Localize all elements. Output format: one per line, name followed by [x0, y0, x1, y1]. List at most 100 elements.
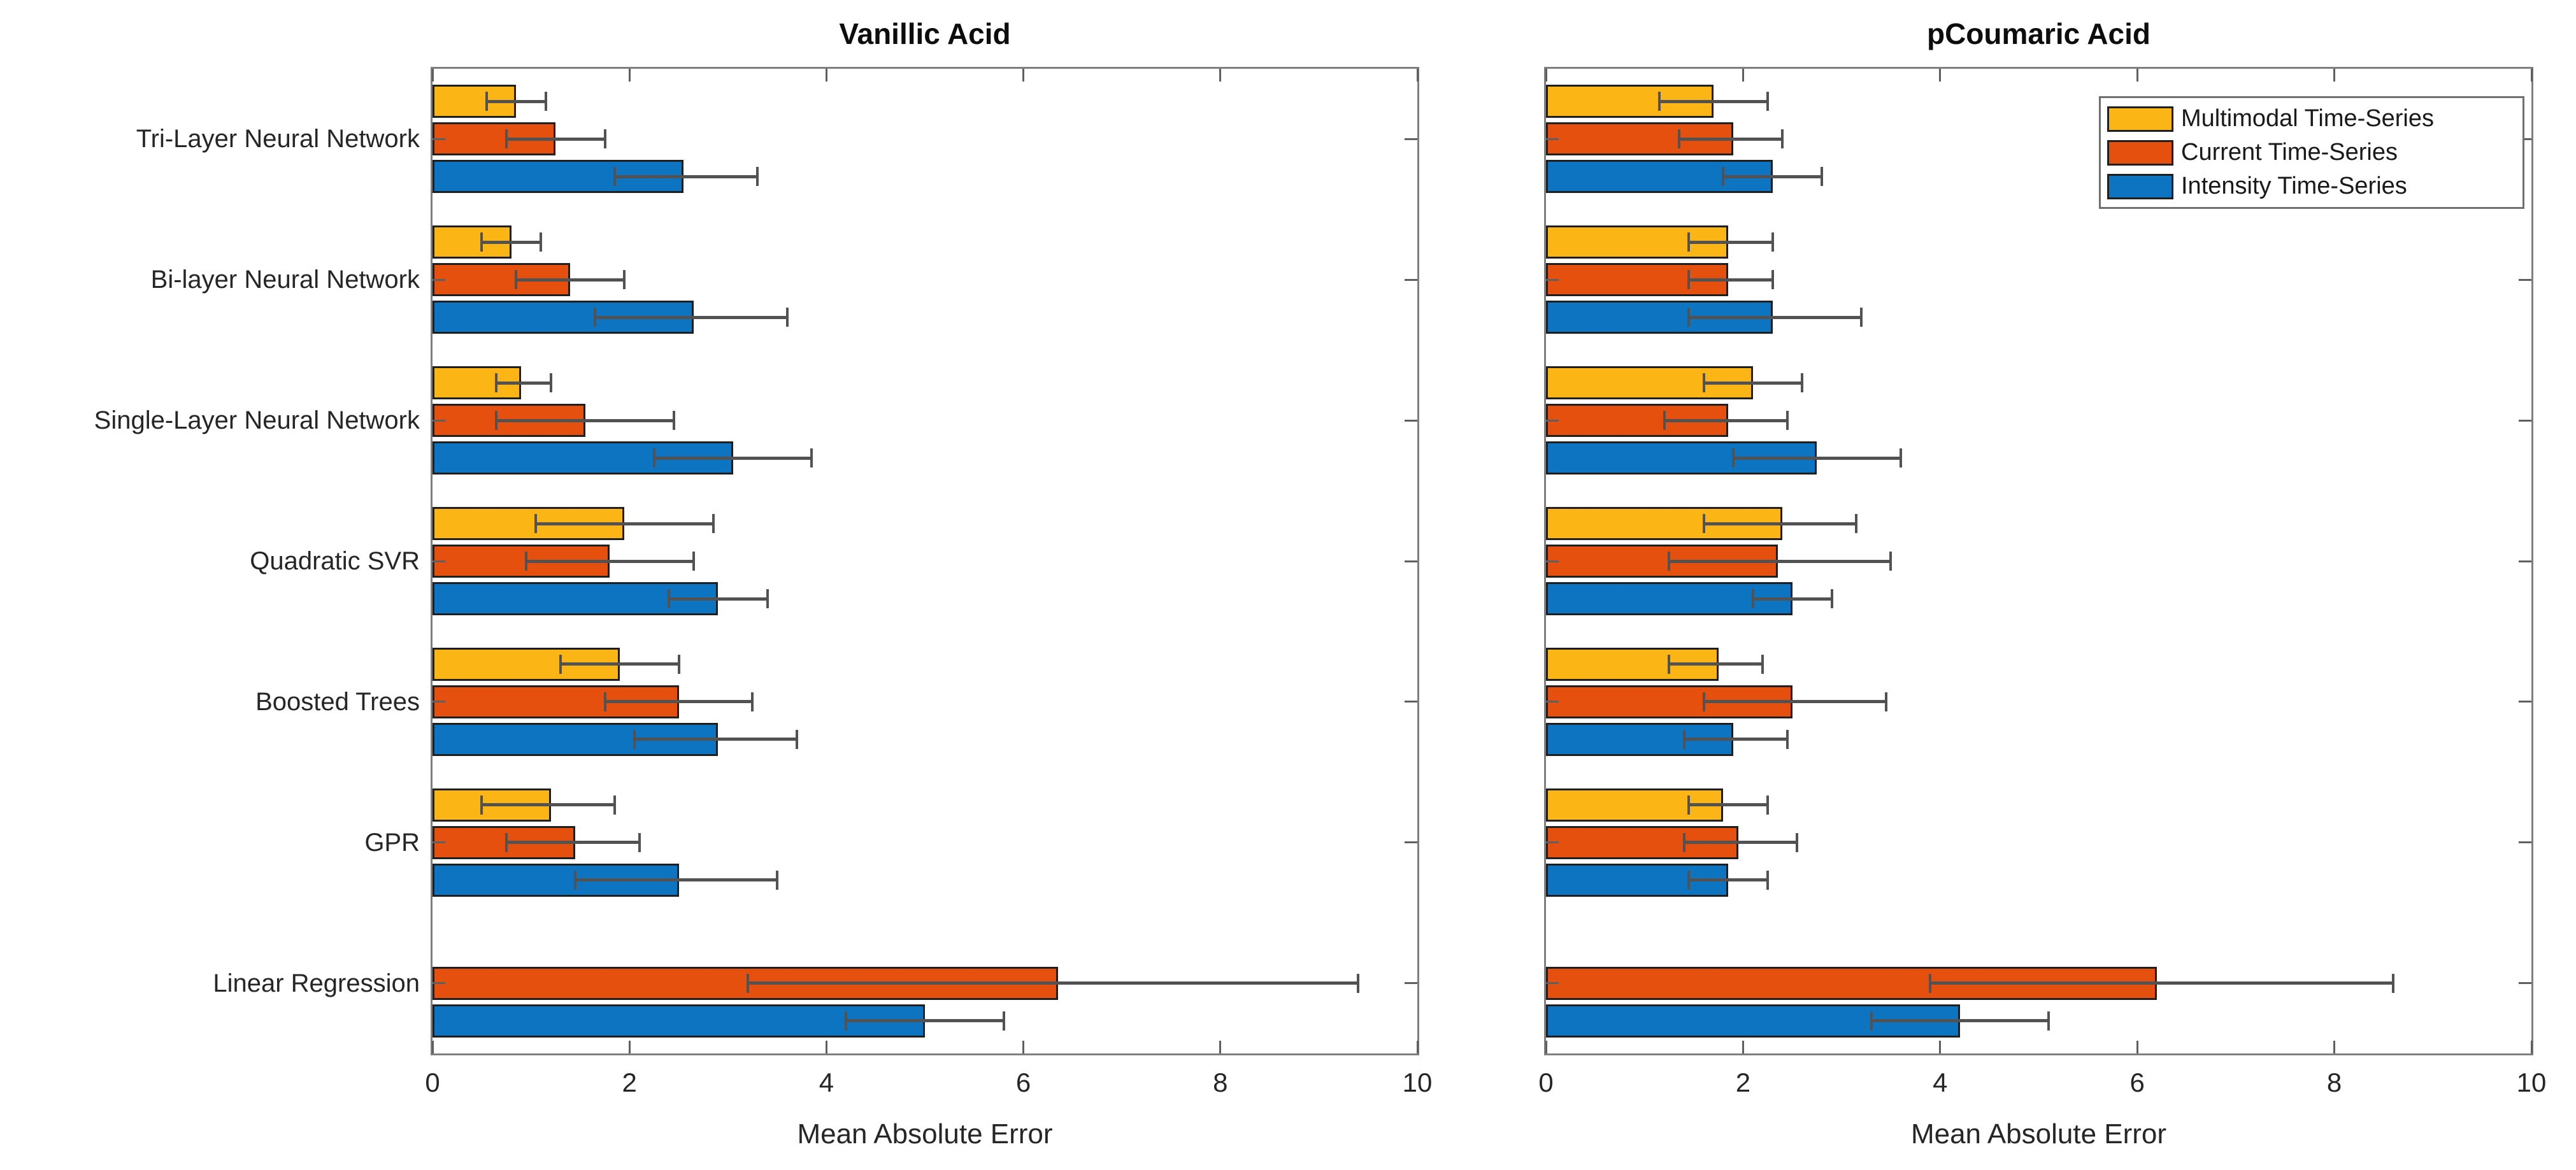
y-tick-left [433, 278, 445, 281]
error-bar-line [1678, 137, 1783, 141]
error-bar-cap-low [1702, 692, 1705, 711]
plot-title: Vanillic Acid [839, 17, 1011, 50]
error-bar-cap-high [1766, 795, 1770, 815]
x-tick-label: 0 [425, 1067, 440, 1097]
bar-multimodal [1546, 366, 1753, 400]
y-tick-left [1546, 701, 1559, 703]
x-tick-top [1416, 69, 1419, 82]
error-bar-line [506, 137, 605, 141]
error-bar-line [506, 841, 640, 845]
error-bar-cap-high [613, 795, 616, 815]
error-bar-cap-low [1687, 795, 1691, 815]
x-tick-bottom [431, 1041, 434, 1053]
error-bar-cap-high [1889, 552, 1893, 571]
error-bar-line [1659, 99, 1768, 103]
bar-multimodal [433, 507, 625, 540]
error-bar-cap-high [785, 308, 789, 327]
y-tick-left [1546, 560, 1559, 562]
error-bar-cap-high [776, 870, 779, 890]
error-bar-cap-high [1796, 832, 1799, 852]
error-bar-cap-high [766, 589, 769, 608]
error-bar-cap-low [746, 973, 749, 993]
x-tick-bottom [1545, 1041, 1547, 1053]
y-tick-left [433, 419, 445, 422]
error-bar-cap-high [1781, 129, 1784, 149]
error-bar-line [747, 981, 1359, 985]
x-tick-bottom [1219, 1041, 1222, 1053]
error-bar-cap-low [1687, 870, 1691, 890]
error-bar-line [669, 597, 768, 601]
x-tick-top [1939, 69, 1942, 82]
x-axis-label: Mean Absolute Error [797, 1118, 1053, 1150]
error-bar-cap-high [1357, 973, 1360, 993]
error-bar-cap-high [1884, 692, 1887, 711]
bar-intensity [1546, 582, 1792, 615]
y-tick-right [1405, 560, 1417, 562]
y-tick-right [2519, 560, 2531, 562]
x-tick-top [628, 69, 631, 82]
x-tick-bottom [2136, 1041, 2138, 1053]
x-axis-label: Mean Absolute Error [1910, 1118, 2167, 1150]
error-bar-cap-low [504, 832, 508, 852]
legend-swatch [2107, 139, 2173, 166]
vanillic-acid-chart: Vanillic Acid Mean Absolute Error Tri-La… [94, 17, 1433, 1150]
error-bar-line [496, 418, 674, 422]
x-tick-bottom [825, 1041, 827, 1053]
error-bar-line [1703, 700, 1886, 704]
error-bar-line [595, 315, 787, 319]
x-tick-top [2530, 69, 2533, 82]
error-bar-line [1689, 240, 1773, 244]
error-bar-cap-low [480, 232, 483, 252]
error-bar-line [536, 522, 713, 525]
x-tick-top [1545, 69, 1547, 82]
x-tick-top [431, 69, 434, 82]
error-bar-line [1752, 597, 1832, 601]
category-label: Quadratic SVR [250, 547, 420, 575]
error-bar-cap-low [524, 552, 527, 571]
error-bar-cap-high [544, 92, 547, 111]
error-bar-line [496, 381, 551, 385]
error-bar-cap-high [1899, 448, 1902, 468]
legend-item: Current Time-Series [2107, 139, 2516, 166]
error-bar-cap-high [1855, 514, 1858, 533]
y-tick-left [433, 560, 445, 562]
error-bar-line [1930, 981, 2394, 985]
x-tick-label: 2 [622, 1067, 637, 1097]
x-tick-top [1742, 69, 1744, 82]
x-tick-label: 8 [1213, 1067, 1228, 1097]
error-bar-cap-low [613, 167, 616, 187]
legend-label: Intensity Time-Series [2181, 173, 2407, 199]
error-bar-line [1684, 738, 1787, 741]
x-tick-bottom [1742, 1041, 1744, 1053]
y-tick-right [2519, 701, 2531, 703]
error-bar-line [605, 700, 753, 704]
x-tick-top [825, 69, 827, 82]
y-tick-right [2519, 982, 2531, 985]
error-bar-cap-low [1663, 411, 1666, 431]
x-tick-bottom [2530, 1041, 2533, 1053]
error-bar-cap-low [1677, 129, 1680, 149]
error-bar-cap-high [1860, 308, 1863, 327]
y-tick-left [433, 982, 445, 985]
legend-item: Multimodal Time-Series [2107, 105, 2516, 132]
error-bar-cap-low [504, 129, 508, 149]
x-tick-label: 10 [2516, 1067, 2547, 1097]
error-bar-cap-high [549, 373, 552, 393]
error-bar-cap-high [1821, 167, 1824, 187]
legend-swatch [2107, 173, 2173, 199]
plot-title: pCoumaric Acid [1926, 17, 2151, 50]
error-bar-cap-low [1668, 654, 1671, 674]
x-tick-label: 0 [1538, 1067, 1554, 1097]
error-bar-cap-low [1687, 308, 1691, 327]
error-bar-cap-low [633, 729, 636, 749]
y-tick-right [1405, 982, 1417, 985]
category-label: Single-Layer Neural Network [94, 406, 420, 435]
error-bar-cap-high [2047, 1011, 2050, 1031]
error-bar-line [846, 1019, 1004, 1023]
error-bar-cap-low [594, 308, 597, 327]
y-tick-left [433, 138, 445, 140]
error-bar-cap-high [677, 654, 680, 674]
x-tick-bottom [1416, 1041, 1419, 1053]
error-bar-cap-high [1786, 729, 1789, 749]
error-bar-cap-low [534, 514, 538, 533]
